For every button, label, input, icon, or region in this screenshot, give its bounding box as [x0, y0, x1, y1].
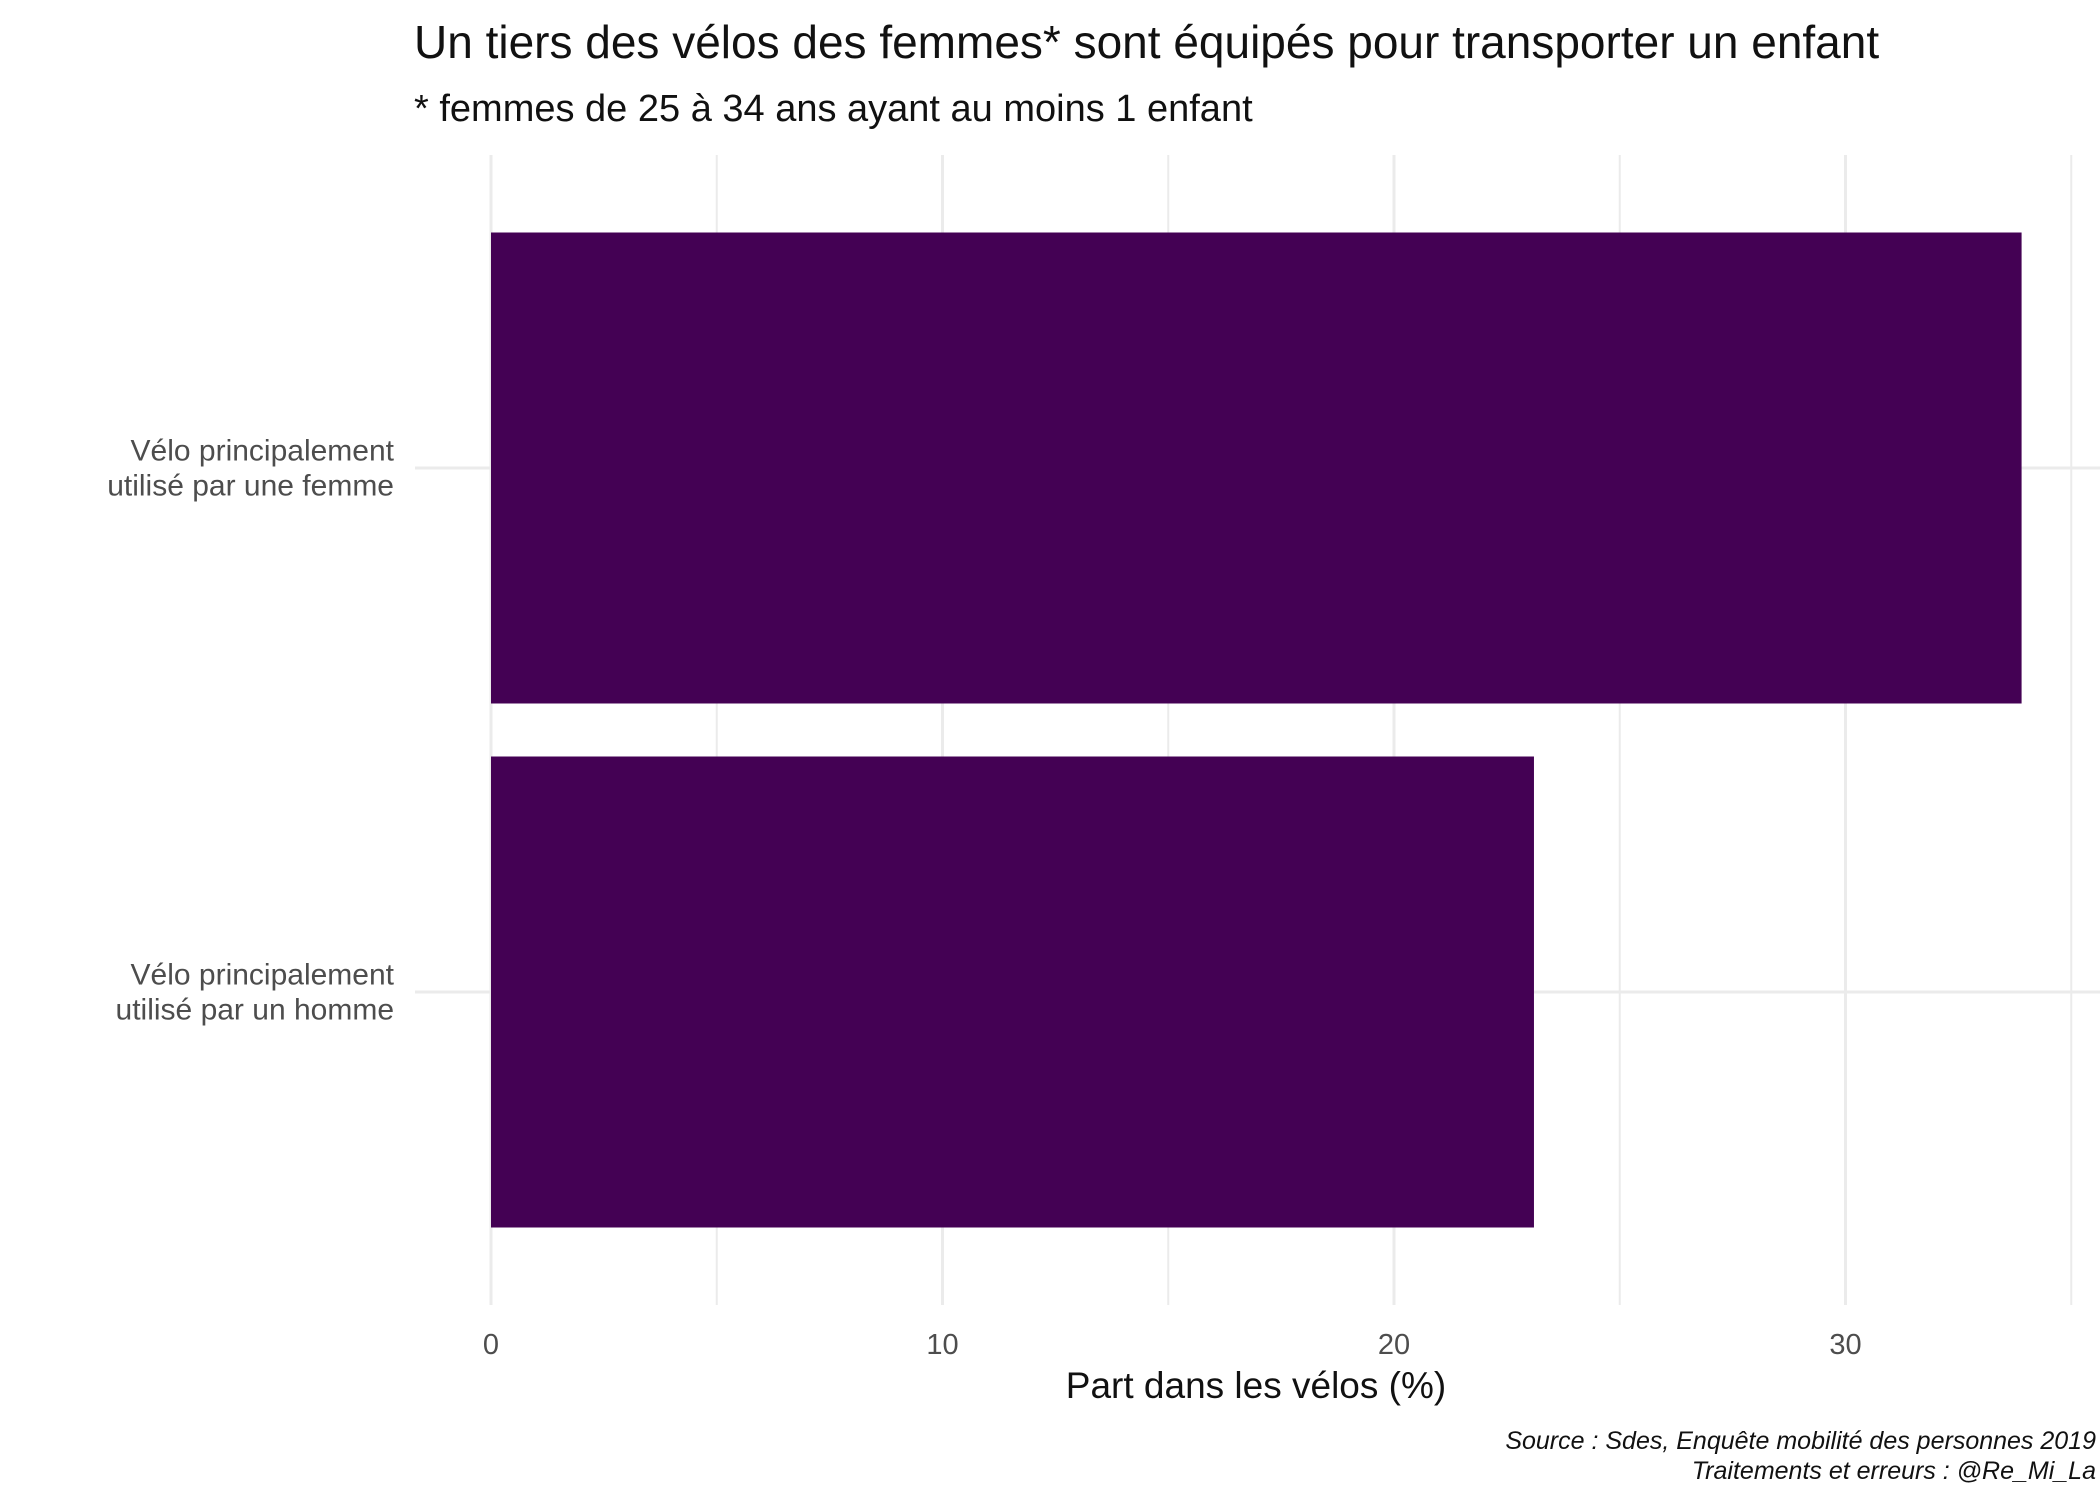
chart-title: Un tiers des vélos des femmes* sont équi… [414, 16, 1879, 68]
y-category-label-line: utilisé par une femme [107, 470, 394, 503]
caption-line: Traitements et erreurs : @Re_Mi_La [1692, 1457, 2096, 1485]
y-category-label-line: Vélo principalement [131, 959, 395, 992]
y-category-label: Vélo principalement utilisé par une femme [107, 435, 394, 503]
x-tick-label: 0 [483, 1329, 499, 1361]
x-tick-label: 20 [1378, 1329, 1410, 1361]
chart-subtitle: * femmes de 25 à 34 ans ayant au moins 1… [414, 88, 1253, 130]
x-tick-label: 10 [926, 1329, 958, 1361]
y-category-label-line: utilisé par un homme [116, 994, 394, 1027]
caption-line: Source : Sdes, Enquête mobilité des pers… [1505, 1427, 2096, 1455]
y-axis-category-labels: Vélo principalement utilisé par une femme… [107, 435, 394, 1027]
y-category-label-line: Vélo principalement [131, 435, 395, 468]
x-axis-tick-labels: 0 10 20 30 [483, 1329, 1862, 1361]
bar [491, 756, 1534, 1228]
x-tick-label: 30 [1829, 1329, 1861, 1361]
caption: Source : Sdes, Enquête mobilité des pers… [1505, 1427, 2096, 1485]
bar [491, 232, 2022, 704]
bars [491, 232, 2022, 1228]
y-category-label: Vélo principalement utilisé par un homme [116, 959, 395, 1027]
x-axis-title: Part dans les vélos (%) [1066, 1365, 1446, 1406]
